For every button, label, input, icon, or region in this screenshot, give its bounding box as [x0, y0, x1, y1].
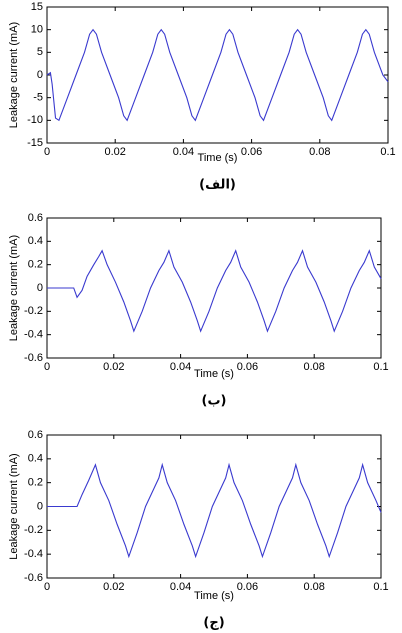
y-tick-label: 0.4: [28, 235, 43, 247]
x-axis-label: Time (s): [194, 590, 234, 602]
x-tick-label: 0.1: [373, 581, 388, 593]
x-tick-label: 0: [44, 361, 50, 373]
y-tick-label: -0.2: [24, 524, 43, 536]
y-tick-label: 0.6: [28, 429, 43, 441]
signal-line: [46, 28, 389, 122]
y-tick-label: 5: [37, 46, 43, 58]
y-tick-label: 10: [31, 24, 43, 36]
x-tick-label: 0: [44, 581, 50, 593]
plot-area: [46, 6, 389, 144]
x-tick-label: 0: [44, 146, 50, 158]
x-tick-label: 0.02: [104, 146, 125, 158]
x-tick-label: 0.06: [237, 361, 258, 373]
plot-area: [46, 217, 382, 359]
x-tick-label: 0.04: [170, 361, 191, 373]
y-tick-label: -15: [27, 137, 43, 149]
y-tick-label: -5: [33, 92, 43, 104]
signal-line: [47, 462, 382, 559]
x-tick-label: 0.08: [309, 146, 330, 158]
y-tick-label: -0.6: [24, 572, 43, 584]
caption: (الف): [199, 178, 236, 193]
x-tick-label: 0.02: [103, 581, 124, 593]
x-tick-label: 0.02: [103, 361, 124, 373]
y-tick-label: 0: [37, 282, 43, 294]
x-tick-label: 0.06: [241, 146, 262, 158]
x-tick-label: 0.04: [173, 146, 194, 158]
y-axis-label: Leakage current (mA): [8, 453, 20, 559]
plot-area: [46, 434, 382, 579]
y-tick-label: 0.4: [28, 453, 43, 465]
y-tick-label: 0: [37, 69, 43, 81]
y-tick-label: -10: [27, 114, 43, 126]
y-tick-label: -0.4: [24, 548, 43, 560]
caption: (ب): [202, 394, 227, 409]
y-tick-label: 0: [37, 500, 43, 512]
y-tick-label: 15: [31, 1, 43, 13]
x-tick-label: 0.1: [380, 146, 395, 158]
x-tick-label: 0.08: [303, 581, 324, 593]
caption: (ج): [203, 616, 224, 631]
y-tick-label: -0.6: [24, 352, 43, 364]
y-axis-label: Leakage current (mA): [8, 235, 20, 341]
x-tick-label: 0.1: [373, 361, 388, 373]
y-axis-label: Leakage current (mA): [8, 22, 20, 128]
x-axis-label: Time (s): [198, 152, 238, 164]
x-tick-label: 0.08: [303, 361, 324, 373]
x-tick-label: 0.06: [237, 581, 258, 593]
signal-line: [47, 249, 382, 333]
y-tick-label: -0.4: [24, 329, 43, 341]
y-tick-label: 0.2: [28, 259, 43, 271]
x-axis-label: Time (s): [194, 368, 234, 380]
x-tick-label: 0.04: [170, 581, 191, 593]
y-tick-label: -0.2: [24, 305, 43, 317]
y-tick-label: 0.2: [28, 477, 43, 489]
y-tick-label: 0.6: [28, 212, 43, 224]
